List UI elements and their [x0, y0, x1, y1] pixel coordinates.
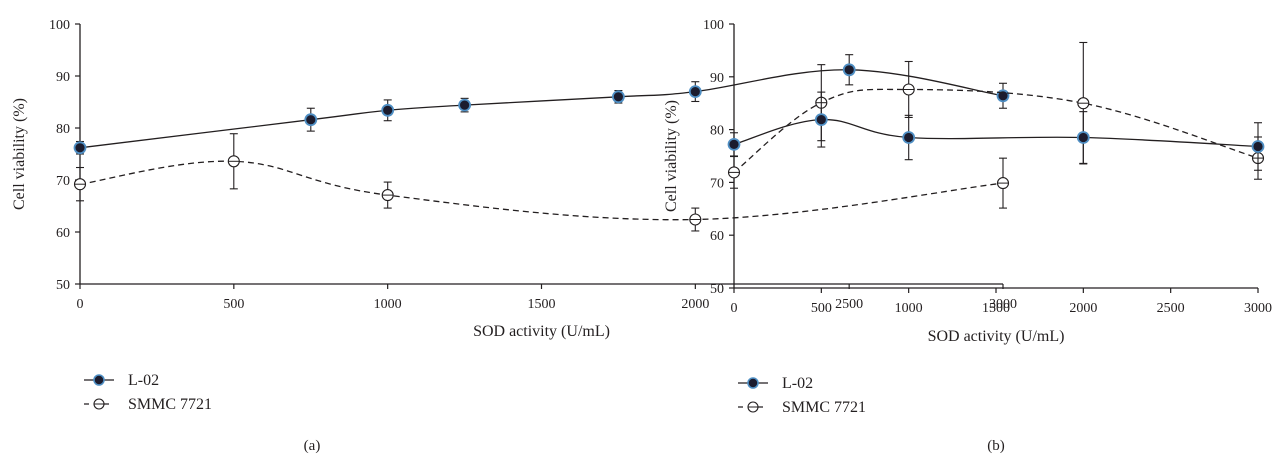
- data-point: [688, 85, 702, 98]
- series-smmc-7721: [727, 41, 1265, 189]
- series-l-02: [727, 91, 1265, 171]
- data-point: [727, 166, 741, 179]
- legend-label: L-02: [782, 375, 813, 392]
- x-tick-label: 2000: [681, 297, 709, 312]
- data-point: [902, 83, 915, 96]
- x-tick-label: 0: [731, 301, 738, 316]
- x-tick-label: 1500: [982, 301, 1010, 316]
- data-point: [304, 113, 318, 127]
- data-point: [73, 141, 87, 155]
- data-point: [1251, 140, 1265, 153]
- data-point: [1077, 97, 1090, 110]
- series-line: [733, 88, 1259, 173]
- data-point: [612, 90, 625, 104]
- legend-item: L-02: [738, 375, 813, 392]
- x-tick-label: 2500: [1157, 301, 1185, 316]
- y-tick-label: 80: [710, 124, 724, 139]
- data-point: [996, 177, 1010, 190]
- legend: L-02 SMMC 7721: [84, 372, 212, 413]
- x-tick-label: 1000: [895, 301, 923, 316]
- y-tick-label: 80: [56, 122, 70, 137]
- x-tick-label: 3000: [1244, 301, 1272, 316]
- legend-marker: [93, 374, 105, 386]
- data-point: [689, 213, 702, 226]
- panel-label: (a): [304, 438, 321, 454]
- x-tick-label: 2500: [835, 297, 863, 312]
- legend-label: L-02: [128, 372, 159, 389]
- data-point: [227, 155, 240, 168]
- legend-item: SMMC 7721: [738, 399, 866, 416]
- chart-panel-a: 0 500 1000 1500 2000 2500 30005060708090100SOD…: [11, 18, 1017, 454]
- y-tick-label: 90: [710, 71, 724, 86]
- data-point: [381, 189, 394, 202]
- series-line: [79, 160, 1004, 221]
- x-tick-label: 500: [811, 301, 832, 316]
- legend-marker: [747, 377, 759, 389]
- x-tick-label: 500: [223, 297, 244, 312]
- x-tick-label: 3000: [989, 297, 1017, 312]
- x-tick-label: 2000: [1069, 301, 1097, 316]
- y-axis-label: Cell viability (%): [663, 100, 680, 212]
- legend-item: L-02: [84, 372, 159, 389]
- y-tick-label: 70: [710, 176, 724, 191]
- y-tick-label: 90: [56, 70, 70, 85]
- y-tick-label: 100: [703, 18, 724, 33]
- x-tick-label: 0: [77, 297, 84, 312]
- data-point: [1076, 131, 1090, 144]
- x-axis-label: SOD activity (U/mL): [473, 323, 610, 340]
- x-tick-label: 1000: [374, 297, 402, 312]
- y-tick-label: 70: [56, 174, 70, 189]
- series-line: [79, 69, 1004, 149]
- series-smmc-7721: [73, 133, 1010, 232]
- data-point: [73, 178, 87, 191]
- data-point: [727, 137, 741, 151]
- legend-label: SMMC 7721: [128, 396, 212, 413]
- x-axis-label: SOD activity (U/mL): [928, 328, 1065, 345]
- data-point: [902, 131, 916, 144]
- legend: L-02 SMMC 7721: [738, 375, 866, 416]
- data-point: [458, 98, 472, 112]
- x-tick-label: 1500: [528, 297, 556, 312]
- legend-item: SMMC 7721: [84, 396, 212, 413]
- data-point: [814, 113, 828, 126]
- y-axis-label: Cell viability (%): [11, 98, 28, 210]
- y-tick-label: 60: [56, 226, 70, 241]
- y-tick-label: 50: [56, 278, 70, 293]
- data-point: [381, 103, 395, 117]
- data-point: [842, 63, 856, 77]
- y-tick-label: 100: [49, 18, 70, 33]
- y-tick-label: 60: [710, 229, 724, 244]
- chart-panel-b: 0 500 1000 1500 2000 2500 3000 50 60 70 80 90 100 SOD…: [663, 18, 1272, 454]
- series-line: [733, 118, 1259, 148]
- panel-label: (b): [987, 438, 1005, 454]
- legend-label: SMMC 7721: [782, 399, 866, 416]
- series-l-02: [73, 54, 1010, 155]
- y-tick-label: 50: [710, 282, 724, 297]
